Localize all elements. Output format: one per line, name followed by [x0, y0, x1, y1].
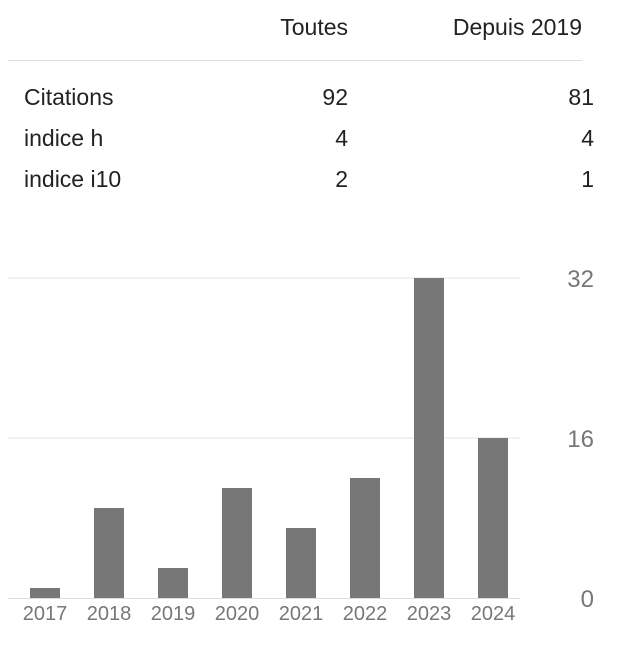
x-tick-label-2021: 2021: [279, 603, 324, 625]
x-tick-label-2017: 2017: [23, 603, 68, 625]
x-tick-label-2020: 2020: [215, 603, 260, 625]
bar-2019[interactable]: [158, 568, 188, 598]
header-all: Toutes: [280, 14, 348, 40]
x-tick-label-2022: 2022: [343, 603, 388, 625]
row-label-i10-index[interactable]: indice i10: [24, 166, 122, 192]
y-tick-label-0: 0: [581, 586, 594, 613]
bar-2017[interactable]: [30, 588, 60, 598]
stats-row-citations: Citations 92 81: [8, 83, 594, 124]
x-tick-label-2024: 2024: [471, 603, 516, 625]
bar-2024[interactable]: [478, 438, 508, 598]
stats-header: Toutes Depuis 2019: [8, 0, 582, 61]
x-tick-label-2018: 2018: [87, 603, 132, 625]
citations-bar-chart-svg: 0 16 32 2017 2018 2019 2020 2021 2022 2023 2024: [8, 266, 594, 625]
citation-stats-table: Toutes Depuis 2019 Citations 92 81 indic…: [8, 0, 594, 192]
bar-2018[interactable]: [94, 508, 124, 598]
bar-2022[interactable]: [350, 478, 380, 598]
stats-row-i10-index: indice i10 2 1: [8, 165, 594, 206]
stats-row-h-index: indice h 4 4: [8, 124, 594, 165]
row-all-i10-index: 2: [335, 166, 348, 192]
bar-2020[interactable]: [222, 488, 252, 598]
stats-rows: Citations 92 81 indice h 4 4 indice i10 …: [8, 83, 594, 206]
row-since-i10-index: 1: [581, 166, 594, 192]
bar-2021[interactable]: [286, 528, 316, 598]
y-tick-label-32: 32: [567, 266, 594, 293]
x-tick-label-2019: 2019: [151, 603, 196, 625]
row-all-h-index: 4: [335, 125, 348, 151]
row-all-citations: 92: [322, 84, 348, 110]
row-label-citations[interactable]: Citations: [24, 84, 114, 110]
row-since-h-index: 4: [581, 125, 594, 151]
header-since: Depuis 2019: [452, 14, 582, 40]
row-label-h-index[interactable]: indice h: [24, 125, 104, 151]
bar-2023[interactable]: [414, 278, 444, 598]
row-since-citations: 81: [568, 84, 594, 110]
y-tick-label-16: 16: [567, 426, 594, 453]
citations-per-year-chart: 0 16 32 2017 2018 2019 2020 2021 2022 2023 2024: [0, 240, 640, 646]
x-tick-label-2023: 2023: [407, 603, 452, 625]
